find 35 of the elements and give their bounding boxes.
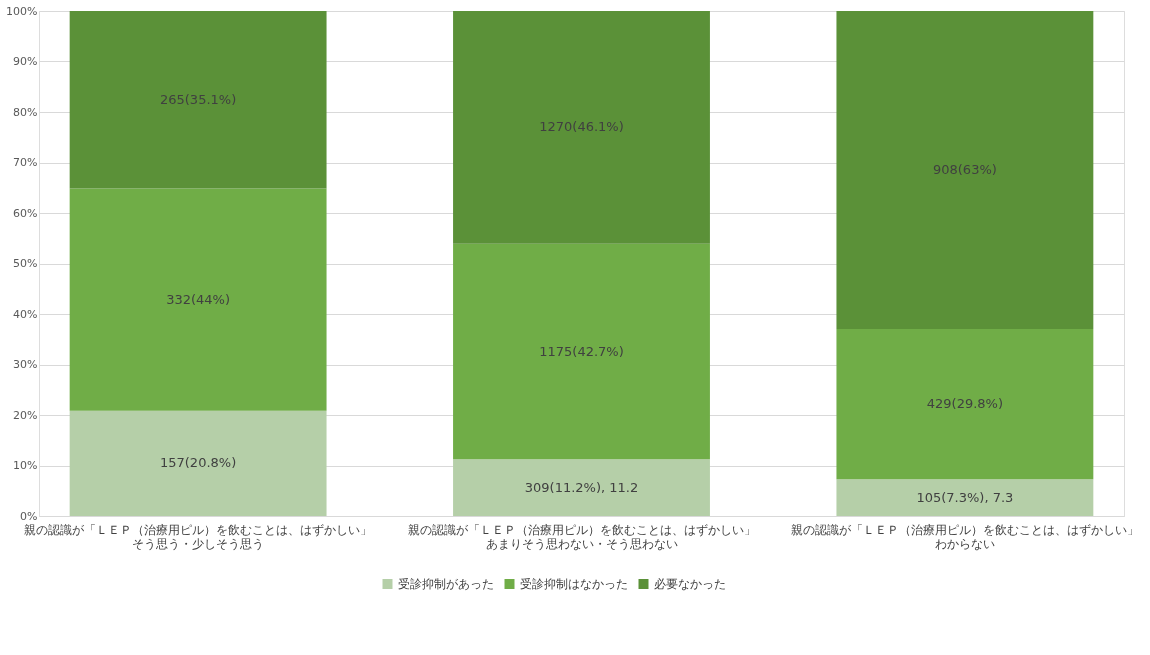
data-label: 309(11.2%), 11.2 (524, 479, 639, 495)
bar (836, 329, 1094, 480)
bar (836, 479, 1094, 516)
x-tick-label: 親の認識が「ＬＥＰ（治療用ピル）を飲むことは、はずかしい」そう思う・少しそう思う (24, 522, 373, 551)
y-tick-label: 10% (13, 459, 38, 472)
data-label: 105(7.3%), 7.3 (916, 489, 1014, 505)
bar (836, 11, 1094, 329)
data-label: 1175(42.7%) (539, 343, 624, 359)
bar (453, 459, 710, 516)
y-tick-label: 50% (13, 257, 38, 270)
y-tick-label: 70% (13, 156, 38, 169)
y-tick-label: 60% (13, 206, 38, 220)
legend-label: 受診抑制があった (397, 577, 494, 591)
data-label: 908(63%) (932, 162, 997, 177)
y-tick-label: 100% (6, 4, 38, 18)
y-tick-label: 90% (13, 55, 38, 68)
data-label: 1270(46.1%) (539, 119, 624, 135)
data-label: 265(35.1%) (159, 91, 237, 107)
legend-label: 受診抑制はなかった (519, 577, 628, 591)
y-tick-label: 80% (13, 105, 38, 119)
y-tick-label: 20% (13, 408, 38, 422)
bar (69, 410, 327, 516)
bar (69, 11, 327, 189)
data-label: 157(20.8%) (159, 455, 237, 471)
y-tick-label: 0% (20, 509, 38, 523)
bar (453, 11, 710, 244)
bar (453, 243, 710, 460)
x-tick-label: 親の認識が「ＬＥＰ（治療用ピル）を飲むことは、はずかしい」あまりそう思わない・そう思わない (407, 522, 756, 551)
y-tick-label: 40% (13, 307, 38, 321)
legend-label: 必要なかった (653, 577, 726, 591)
bar (69, 188, 327, 411)
data-label: 429(29.8%) (926, 396, 1004, 412)
y-tick-label: 30% (13, 358, 38, 371)
data-label: 332(44%) (166, 291, 231, 307)
x-tick-label: 親の認識が「ＬＥＰ（治療用ピル）を飲むことは、はずかしい」わからない (790, 522, 1139, 551)
